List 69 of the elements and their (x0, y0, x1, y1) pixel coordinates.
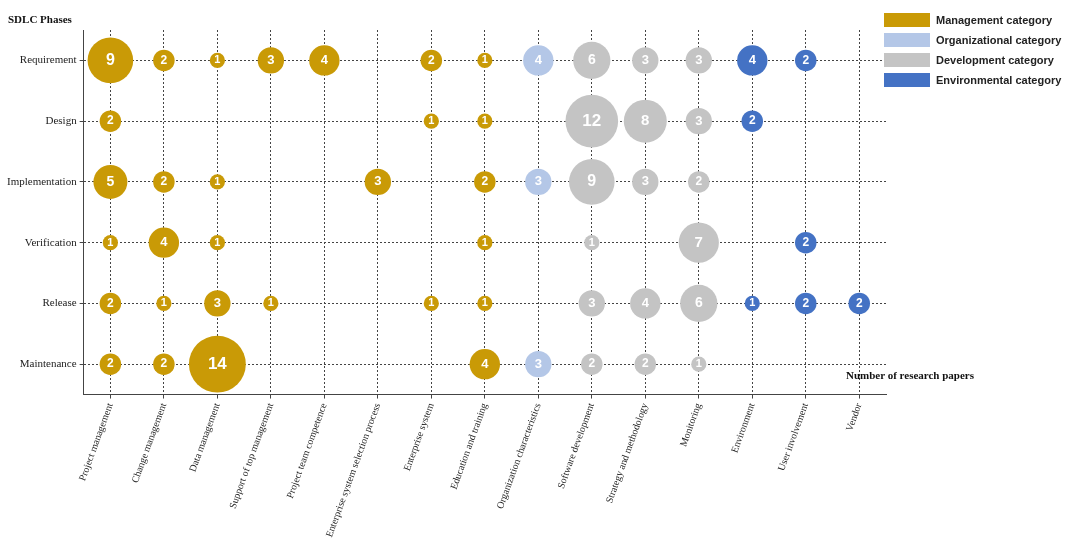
data-label: 1 (214, 174, 221, 187)
data-label: 3 (588, 294, 596, 310)
data-label: 3 (534, 355, 542, 371)
data-label: 1 (267, 296, 274, 309)
data-label: 3 (695, 112, 703, 128)
data-label: 3 (641, 51, 649, 67)
data-label: 2 (855, 295, 863, 310)
y-tick-label: Requirement (19, 53, 77, 66)
data-label: 1 (481, 53, 488, 66)
text: Environmental category (936, 74, 1062, 86)
data-label: 1 (695, 357, 702, 370)
data-label: 3 (267, 51, 275, 67)
data-label: 2 (588, 356, 596, 371)
data-label: 3 (534, 173, 542, 189)
data-label: 1 (160, 296, 167, 309)
data-label: 1 (214, 235, 221, 248)
data-label: 5 (106, 172, 115, 189)
data-label: 2 (481, 174, 489, 189)
y-tick-label: Maintenance (19, 357, 77, 370)
y-tick-label: Verification (24, 235, 78, 248)
data-label: 1 (588, 235, 595, 248)
data-label: 4 (641, 294, 650, 310)
text: Management category (936, 14, 1053, 26)
data-label: 1 (481, 235, 488, 248)
y-tick-label: Design (45, 114, 78, 127)
data-label: 12 (582, 110, 602, 130)
data-label: 2 (802, 52, 810, 67)
x-tick-label: Vendor (843, 400, 864, 433)
data-label: 1 (481, 296, 488, 309)
data-label: 2 (427, 52, 435, 67)
data-label: 6 (694, 294, 703, 311)
y-tick-label: Release (42, 296, 77, 309)
text: Development category (936, 54, 1054, 66)
data-label: 4 (481, 355, 490, 371)
data-label: 9 (105, 50, 115, 68)
data-label: 3 (641, 173, 649, 189)
data-label: 2 (802, 295, 810, 310)
annotation: Number of research papers (846, 369, 975, 382)
data-label: 2 (107, 356, 115, 371)
data-label: 1 (749, 296, 756, 309)
data-label: 1 (107, 235, 114, 248)
data-label: 2 (641, 356, 649, 371)
data-label: 2 (107, 113, 115, 128)
data-label: 8 (641, 111, 650, 129)
y-tick-label: Implementation (6, 174, 78, 187)
data-label: 2 (695, 174, 703, 189)
data-label: 1 (214, 53, 221, 66)
data-label: 4 (160, 234, 169, 250)
data-label: 7 (694, 232, 703, 250)
data-label: 4 (320, 51, 329, 67)
data-label: 9 (587, 172, 597, 190)
data-label: 2 (160, 174, 168, 189)
text: Organizational category (936, 34, 1062, 46)
data-label: 4 (748, 51, 757, 67)
data-label: 4 (534, 51, 543, 67)
data-label: 2 (748, 113, 756, 128)
data-label: 3 (695, 51, 703, 67)
data-label: 2 (107, 295, 115, 310)
data-label: 3 (374, 173, 382, 189)
y-axis-title: SDLC Phases (8, 12, 73, 25)
data-label: 14 (207, 353, 228, 373)
data-label: 2 (160, 52, 168, 67)
data-label: 1 (481, 114, 488, 127)
data-label: 6 (587, 51, 596, 68)
data-label: 1 (428, 296, 435, 309)
data-label: 2 (160, 356, 168, 371)
data-label: 1 (428, 114, 435, 127)
data-label: 3 (213, 294, 221, 310)
data-label: 2 (802, 234, 810, 249)
